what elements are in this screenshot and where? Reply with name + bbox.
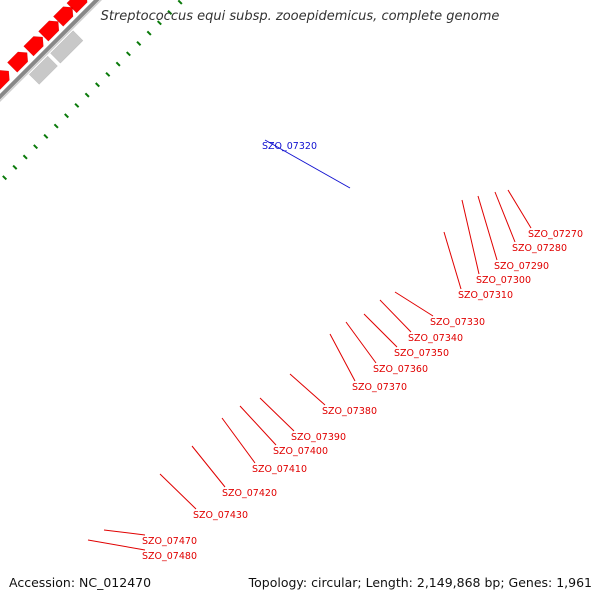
- gene-label: SZO_07480: [142, 551, 197, 562]
- gene-label: SZO_07340: [408, 333, 463, 344]
- minor-tick: [95, 82, 100, 88]
- leader-line: [461, 199, 480, 275]
- minor-tick: [74, 102, 80, 108]
- gene-label: SZO_07360: [373, 364, 428, 375]
- map-title: Streptococcus equi subsp. zooepidemicus,…: [100, 9, 500, 24]
- minor-tick: [53, 123, 59, 129]
- leader-line: [239, 405, 277, 446]
- leader-line: [159, 473, 197, 510]
- gene-label: SZO_07350: [394, 348, 449, 359]
- gene-feature: [0, 70, 10, 90]
- leader-line: [329, 333, 356, 382]
- minor-tick: [177, 0, 183, 5]
- leader-line: [191, 445, 226, 488]
- scale-ticks: [2, 0, 183, 181]
- gene-features: [0, 0, 88, 90]
- gene-label: SZO_07320: [262, 141, 317, 152]
- minor-tick: [105, 71, 111, 77]
- minor-tick: [167, 10, 173, 15]
- gene-label: SZO_07400: [273, 446, 328, 457]
- minor-tick: [43, 133, 49, 139]
- leader-line: [394, 291, 434, 317]
- gene-label: SZO_07380: [322, 406, 377, 417]
- minor-tick: [33, 144, 39, 150]
- backbone-outer-line: [0, 0, 100, 100]
- minor-tick: [84, 92, 90, 98]
- gene-label: SZO_07370: [352, 382, 407, 393]
- gene-label: SZO_07270: [528, 229, 583, 240]
- gene-feature: [38, 20, 60, 42]
- gene-label: SZO_07300: [476, 275, 531, 286]
- gene-label: SZO_07310: [458, 290, 513, 301]
- leader-line: [259, 397, 295, 432]
- leader-line: [289, 373, 326, 406]
- minor-tick: [146, 30, 152, 36]
- leader-line: [494, 191, 516, 243]
- gene-label: SZO_07420: [222, 488, 277, 499]
- minor-tick: [136, 40, 142, 46]
- leader-line: [379, 299, 412, 333]
- backbone-inner-line: [0, 0, 103, 103]
- leader-line: [443, 231, 462, 290]
- gene-label: SZO_07330: [430, 317, 485, 328]
- leader-line: [103, 529, 146, 536]
- leader-line: [87, 539, 146, 551]
- leader-line: [477, 195, 498, 261]
- minor-tick: [2, 175, 8, 181]
- leader-line: [264, 139, 351, 189]
- gene-label: SZO_07470: [142, 536, 197, 547]
- genome-backbone: [0, 0, 103, 103]
- gene-label: SZO_07410: [252, 464, 307, 475]
- accession-text: Accession: NC_012470: [9, 575, 152, 590]
- minor-tick: [156, 20, 162, 26]
- gene-feature: [50, 30, 84, 64]
- minor-tick: [125, 51, 131, 57]
- minor-tick: [64, 113, 69, 119]
- leader-line: [507, 189, 532, 229]
- gene-label: SZO_07290: [494, 261, 549, 272]
- minor-tick: [115, 61, 121, 67]
- gene-feature: [28, 55, 58, 85]
- genome-summary-text: Topology: circular; Length: 2,149,868 bp…: [248, 575, 592, 590]
- label-leader-lines: [87, 139, 532, 551]
- gene-feature: [6, 51, 29, 73]
- gene-feature: [23, 36, 44, 57]
- minor-tick: [12, 164, 18, 170]
- leader-line: [345, 321, 377, 364]
- gene-label: SZO_07280: [512, 243, 567, 254]
- leader-line: [363, 313, 398, 348]
- leader-line: [221, 417, 256, 464]
- minor-tick: [22, 154, 28, 160]
- gene-label: SZO_07430: [193, 510, 248, 521]
- gene-label: SZO_07390: [291, 432, 346, 443]
- gene-labels: SZO_07270 SZO_07280 SZO_07290 SZO_07300 SZO_…: [142, 141, 583, 562]
